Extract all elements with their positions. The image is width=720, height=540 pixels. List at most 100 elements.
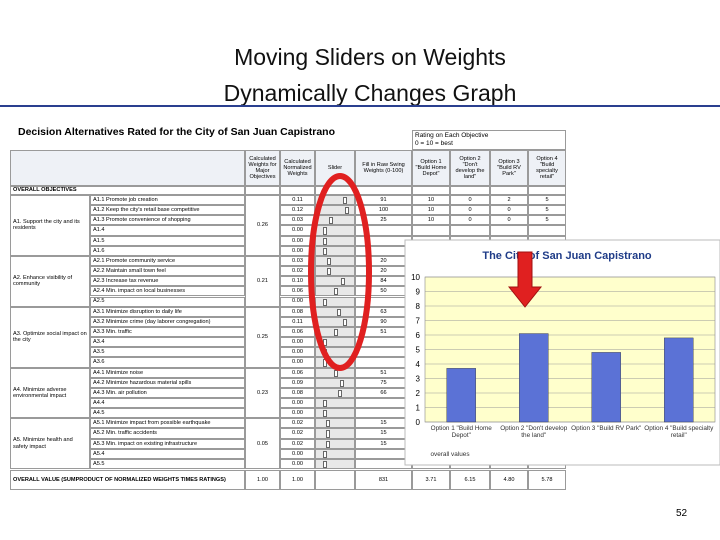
- slider-thumb[interactable]: [326, 440, 331, 448]
- slider[interactable]: [315, 418, 355, 429]
- objective-label: A2.1 Promote community service: [90, 255, 245, 267]
- slider[interactable]: [315, 408, 355, 419]
- objective-label: A5.5: [90, 458, 245, 470]
- cell: [490, 186, 528, 195]
- objective-label: A1.4: [90, 225, 245, 236]
- objective-label: A4.4: [90, 398, 245, 409]
- column-header: Fill in Raw Swing Weights (0-100): [355, 150, 412, 186]
- y-tick-label: 8: [416, 302, 421, 311]
- slider-thumb[interactable]: [327, 257, 332, 266]
- highlight-arrow: [507, 251, 543, 308]
- group-label: A4. Minimize adverse environmental impac…: [10, 367, 90, 419]
- column-header: Option 2 "Don't develop the land": [450, 150, 490, 186]
- rating: [528, 225, 566, 236]
- slider-thumb[interactable]: [341, 278, 346, 286]
- slider-thumb[interactable]: [323, 450, 327, 458]
- group-label: A1. Support the city and its residents: [10, 195, 90, 256]
- normalized-weight: 0.10: [280, 276, 315, 287]
- normalized-weight: 0.00: [280, 398, 315, 409]
- rating: 10: [412, 205, 450, 216]
- slider[interactable]: [315, 195, 355, 206]
- slide-title: Moving Sliders on Weights: [234, 44, 506, 70]
- y-tick-label: 4: [416, 360, 421, 369]
- slider-thumb[interactable]: [334, 288, 338, 296]
- slider[interactable]: [315, 266, 355, 277]
- objective-label: A4.3 Min. air pollution: [90, 387, 245, 398]
- rating: 10: [412, 195, 450, 206]
- normalized-weight: 0.02: [280, 266, 315, 277]
- slider-thumb[interactable]: [326, 420, 331, 428]
- total-normalized: 1.00: [280, 470, 315, 491]
- slider[interactable]: [315, 448, 355, 459]
- normalized-weight: 0.02: [280, 428, 315, 439]
- cell: [528, 186, 566, 195]
- cell: [280, 186, 315, 195]
- slider[interactable]: [315, 398, 355, 409]
- slider[interactable]: [315, 296, 355, 307]
- rating: 0: [490, 215, 528, 226]
- x-tick-label: Option 2 "Don't develop the land": [500, 425, 568, 440]
- rating: 5: [528, 215, 566, 226]
- objective-label: A2.2 Maintain small town feel: [90, 266, 245, 277]
- bar: [446, 368, 476, 423]
- slider-thumb[interactable]: [342, 318, 347, 326]
- group-label: A2. Enhance visibility of community: [10, 255, 90, 307]
- normalized-weight: 0.00: [280, 347, 315, 358]
- normalized-weight: 0.02: [280, 418, 315, 429]
- objective-label: A5.1 Minimize impact from possible earth…: [90, 418, 245, 429]
- slider-thumb[interactable]: [343, 197, 348, 205]
- objective-label: A3.2 Minimize crime (day laborer congreg…: [90, 316, 245, 327]
- normalized-weight: 0.03: [280, 255, 315, 267]
- slider[interactable]: [315, 255, 355, 267]
- normalized-weight: 0.00: [280, 458, 315, 470]
- cell: [412, 186, 450, 195]
- cell: [450, 186, 490, 195]
- slider-thumb[interactable]: [323, 247, 327, 255]
- slider-thumb[interactable]: [328, 217, 333, 225]
- slider-thumb[interactable]: [323, 237, 327, 245]
- column-header: Option 1 "Build Home Depot": [412, 150, 450, 186]
- cell: [245, 186, 280, 195]
- slider-thumb[interactable]: [323, 460, 327, 469]
- slider[interactable]: [315, 428, 355, 439]
- rating: [450, 225, 490, 236]
- group-weight: 0.23: [245, 367, 280, 419]
- raw-weight: [355, 225, 412, 236]
- total-major: 1.00: [245, 470, 280, 491]
- slider[interactable]: [315, 286, 355, 297]
- slide-title: Dynamically Changes Graph: [223, 80, 517, 106]
- objective-label: A1.3 Promote convenience of shopping: [90, 215, 245, 226]
- slider[interactable]: [315, 276, 355, 287]
- slider-thumb[interactable]: [345, 207, 349, 215]
- slider-thumb[interactable]: [323, 227, 327, 235]
- rating: 0: [450, 195, 490, 206]
- slider-thumb[interactable]: [337, 389, 342, 397]
- cell: [315, 470, 355, 491]
- slider[interactable]: [315, 387, 355, 398]
- slider-thumb[interactable]: [323, 410, 327, 418]
- objective-label: A4.1 Minimize noise: [90, 367, 245, 378]
- y-tick-label: 10: [411, 273, 420, 282]
- title-rule: [0, 105, 720, 107]
- slider-thumb[interactable]: [336, 308, 341, 316]
- rating: 2: [490, 195, 528, 206]
- slider-thumb[interactable]: [323, 298, 327, 306]
- slider-thumb[interactable]: [339, 379, 344, 387]
- slider[interactable]: [315, 438, 355, 449]
- rating: 0: [490, 205, 528, 216]
- slider-thumb[interactable]: [327, 268, 332, 276]
- highlight-ellipse: [308, 173, 372, 371]
- group-weight: 0.05: [245, 418, 280, 470]
- slider-thumb[interactable]: [326, 430, 331, 438]
- objective-label: A1.1 Promote job creation: [90, 195, 245, 206]
- slider[interactable]: [315, 377, 355, 388]
- slider-thumb[interactable]: [323, 400, 327, 408]
- slider[interactable]: [315, 245, 355, 256]
- slider[interactable]: [315, 458, 355, 470]
- objective-label: A2.3 Increase tax revenue: [90, 276, 245, 287]
- x-tick-label: Option 3 "Build RV Park": [571, 425, 642, 432]
- rating: [412, 225, 450, 236]
- y-tick-label: 1: [416, 404, 421, 413]
- bar: [591, 352, 621, 423]
- slider-thumb[interactable]: [334, 328, 339, 337]
